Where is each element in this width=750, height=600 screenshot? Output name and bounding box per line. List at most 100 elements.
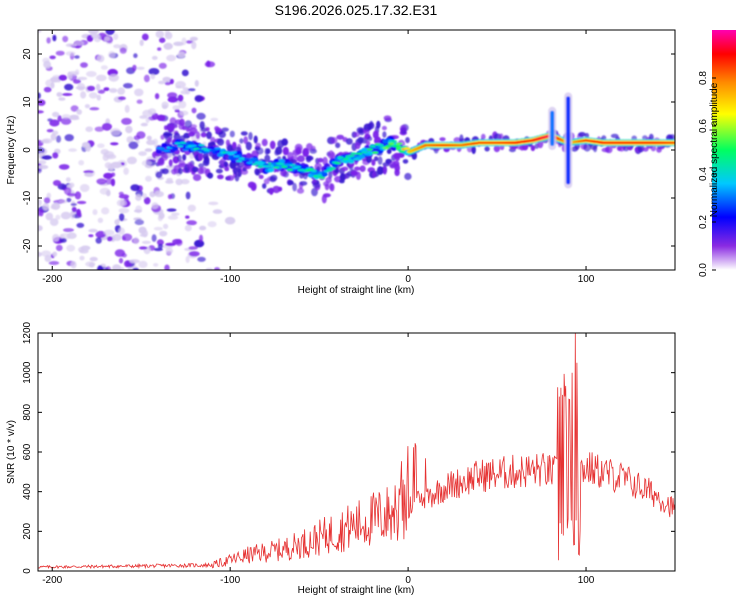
noise-blob	[80, 62, 88, 68]
ridge-halo-blob	[215, 168, 223, 174]
noise-blob	[188, 251, 200, 257]
noise-blob	[145, 175, 152, 182]
noise-blob	[95, 230, 106, 239]
noise-blob	[177, 51, 186, 58]
ridge-halo-blob	[167, 137, 172, 144]
noise-blob	[38, 92, 41, 99]
ridge-cell	[361, 151, 368, 154]
noise-blob	[110, 128, 121, 136]
ridge-halo-blob	[339, 179, 345, 184]
ridge-halo-blob	[330, 152, 336, 161]
colorbar-ticks: 0.0 0.2 0.4 0.6 0.8	[698, 71, 716, 277]
ridge-halo-blob	[498, 133, 504, 141]
ridge-halo-blob	[382, 166, 387, 175]
ridge-halo-blob	[251, 182, 257, 190]
ridge-halo-blob	[161, 168, 169, 175]
noise-blob	[118, 191, 124, 196]
ridge-cell	[246, 161, 253, 164]
noise-blob	[49, 119, 60, 127]
y-tick-label: 800	[22, 404, 33, 421]
y-tick-label: 600	[22, 443, 33, 460]
ridge-halo-blob	[168, 159, 173, 167]
ridge-halo-blob	[299, 181, 308, 186]
ridge-halo-blob	[181, 125, 187, 131]
ridge-halo-blob	[377, 156, 383, 165]
spectrogram-y-ticks: -20 -10 0 10 20	[22, 48, 675, 253]
noise-blob	[171, 212, 180, 216]
spectrogram-x-ticks: -200 -100 0 100	[42, 30, 595, 285]
ridge-halo-blob	[223, 161, 228, 168]
noise-blob	[76, 222, 85, 228]
noise-blob	[103, 87, 110, 91]
ridge-cell	[390, 140, 398, 143]
noise-blob	[94, 126, 105, 132]
snr-x-label: Height of straight line (km)	[298, 585, 415, 596]
noise-blob	[83, 170, 94, 174]
noise-blob	[61, 93, 73, 96]
ridge-cell	[348, 159, 355, 164]
noise-blob	[125, 125, 133, 134]
noise-blob	[133, 135, 141, 141]
noise-blob	[38, 199, 42, 207]
ridge-halo-blob	[324, 183, 330, 191]
noise-blob	[121, 236, 126, 241]
noise-blob	[41, 138, 53, 144]
ridge-halo-blob	[484, 146, 490, 152]
ridge-halo-blob	[232, 141, 237, 150]
ridge-halo-blob	[199, 121, 205, 130]
ridge-halo-blob	[248, 132, 253, 141]
noise-blob	[181, 37, 187, 46]
noise-blob	[67, 71, 79, 76]
ridge-cell	[377, 143, 384, 147]
ridge-cell	[182, 148, 189, 151]
noise-blob	[157, 47, 162, 51]
noise-blob	[135, 194, 142, 202]
ridge-cell	[382, 146, 390, 150]
ridge-halo-blob	[292, 182, 297, 192]
noise-blob	[88, 92, 98, 99]
noise-blob	[139, 115, 148, 119]
noise-blob	[97, 217, 104, 223]
ridge-cell	[329, 167, 336, 170]
noise-blob	[210, 117, 219, 122]
noise-blob	[114, 219, 120, 226]
noise-blob	[70, 203, 78, 206]
noise-blob	[113, 33, 119, 40]
noise-blob	[121, 117, 132, 125]
ridge-cell	[334, 162, 341, 165]
ridge-halo-blob	[381, 125, 387, 131]
ridge-halo-blob	[240, 131, 248, 136]
ridge-halo-blob	[365, 140, 371, 146]
x-tick-label: 100	[578, 575, 595, 586]
ridge-halo-blob	[309, 148, 317, 154]
snr-plot-area	[38, 333, 675, 571]
y-tick-label: 0	[22, 147, 33, 153]
ridge-halo-blob	[170, 124, 178, 129]
ridge-halo-blob	[155, 171, 163, 179]
ridge-cell	[398, 150, 406, 153]
noise-blob	[205, 267, 213, 270]
ridge-cell	[190, 144, 197, 147]
noise-blob	[38, 225, 43, 232]
noise-blob	[66, 244, 76, 252]
ridge-cell	[340, 160, 347, 163]
noise-blob	[144, 148, 153, 152]
ridge-halo-blob	[399, 124, 407, 133]
noise-blob	[97, 143, 105, 148]
ridge-halo-blob	[224, 166, 230, 172]
noise-blob	[185, 256, 190, 263]
ridge-halo-blob	[275, 146, 283, 155]
ridge-halo-blob	[297, 155, 305, 163]
noise-blob	[96, 94, 102, 101]
x-tick-label: 0	[405, 274, 411, 285]
ridge-cell	[366, 148, 373, 151]
noise-blob	[80, 245, 91, 251]
noise-blob	[103, 229, 115, 236]
ridge-halo-blob	[353, 131, 360, 138]
noise-blob	[141, 240, 151, 244]
noise-blob	[64, 83, 74, 91]
noise-blob	[133, 53, 138, 59]
y-tick-label: 200	[22, 523, 33, 540]
ridge-cell	[283, 163, 291, 166]
noise-blob	[74, 40, 84, 46]
